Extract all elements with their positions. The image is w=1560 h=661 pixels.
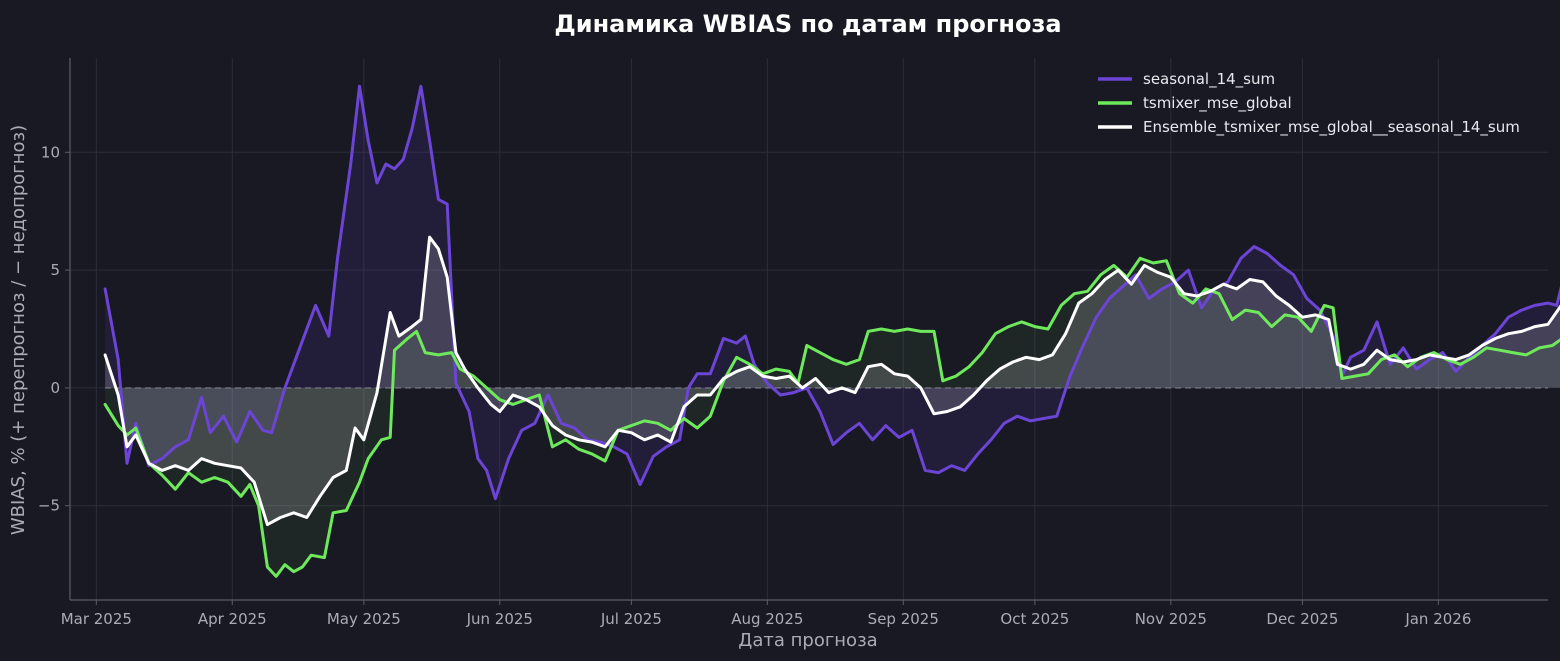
x-tick-label: Jul 2025 xyxy=(600,610,662,628)
x-tick-label: Jan 2026 xyxy=(1404,610,1471,628)
x-axis-ticks: Mar 2025 Apr 2025 May 2025 Jun 2025 Jul 2025… xyxy=(61,600,1471,628)
y-axis-ticks: −5 0 5 10 xyxy=(38,143,70,515)
legend-label-0: seasonal_14_sum xyxy=(1143,70,1275,89)
series-area-2 xyxy=(105,237,1560,525)
x-tick-label: Oct 2025 xyxy=(1000,610,1069,628)
series-area-0 xyxy=(105,86,1560,499)
x-tick-label: Apr 2025 xyxy=(198,610,267,628)
axes xyxy=(69,58,1548,601)
y-tick-label: 10 xyxy=(41,143,60,161)
area-fills xyxy=(105,86,1560,577)
x-tick-label: Sep 2025 xyxy=(868,610,939,628)
legend-label-2: Ensemble_tsmixer_mse_global__seasonal_14… xyxy=(1143,118,1520,137)
legend-label-1: tsmixer_mse_global xyxy=(1143,94,1292,113)
y-tick-label: 0 xyxy=(50,379,60,397)
y-tick-label: −5 xyxy=(38,497,60,515)
y-tick-label: 5 xyxy=(50,261,60,279)
x-tick-label: Dec 2025 xyxy=(1266,610,1338,628)
x-axis-label: Дата прогноза xyxy=(738,630,877,651)
series-line-0 xyxy=(103,84,1560,501)
x-tick-label: Jun 2025 xyxy=(466,610,533,628)
x-tick-label: May 2025 xyxy=(327,610,401,628)
series-area-1 xyxy=(105,258,1560,577)
series-lines xyxy=(103,84,1560,578)
series-line-1 xyxy=(103,256,1560,578)
grid xyxy=(70,58,1548,600)
legend: seasonal_14_sum tsmixer_mse_global Ensembl… xyxy=(1098,70,1520,137)
series-line-2 xyxy=(103,235,1560,527)
x-tick-label: Mar 2025 xyxy=(61,610,132,628)
x-tick-label: Aug 2025 xyxy=(731,610,803,628)
chart-title: Динамика WBIAS по датам прогноза xyxy=(554,10,1061,38)
x-tick-label: Nov 2025 xyxy=(1135,610,1207,628)
y-axis-label: WBIAS, % (+ перепрогноз / − недопрогноз) xyxy=(8,125,29,535)
